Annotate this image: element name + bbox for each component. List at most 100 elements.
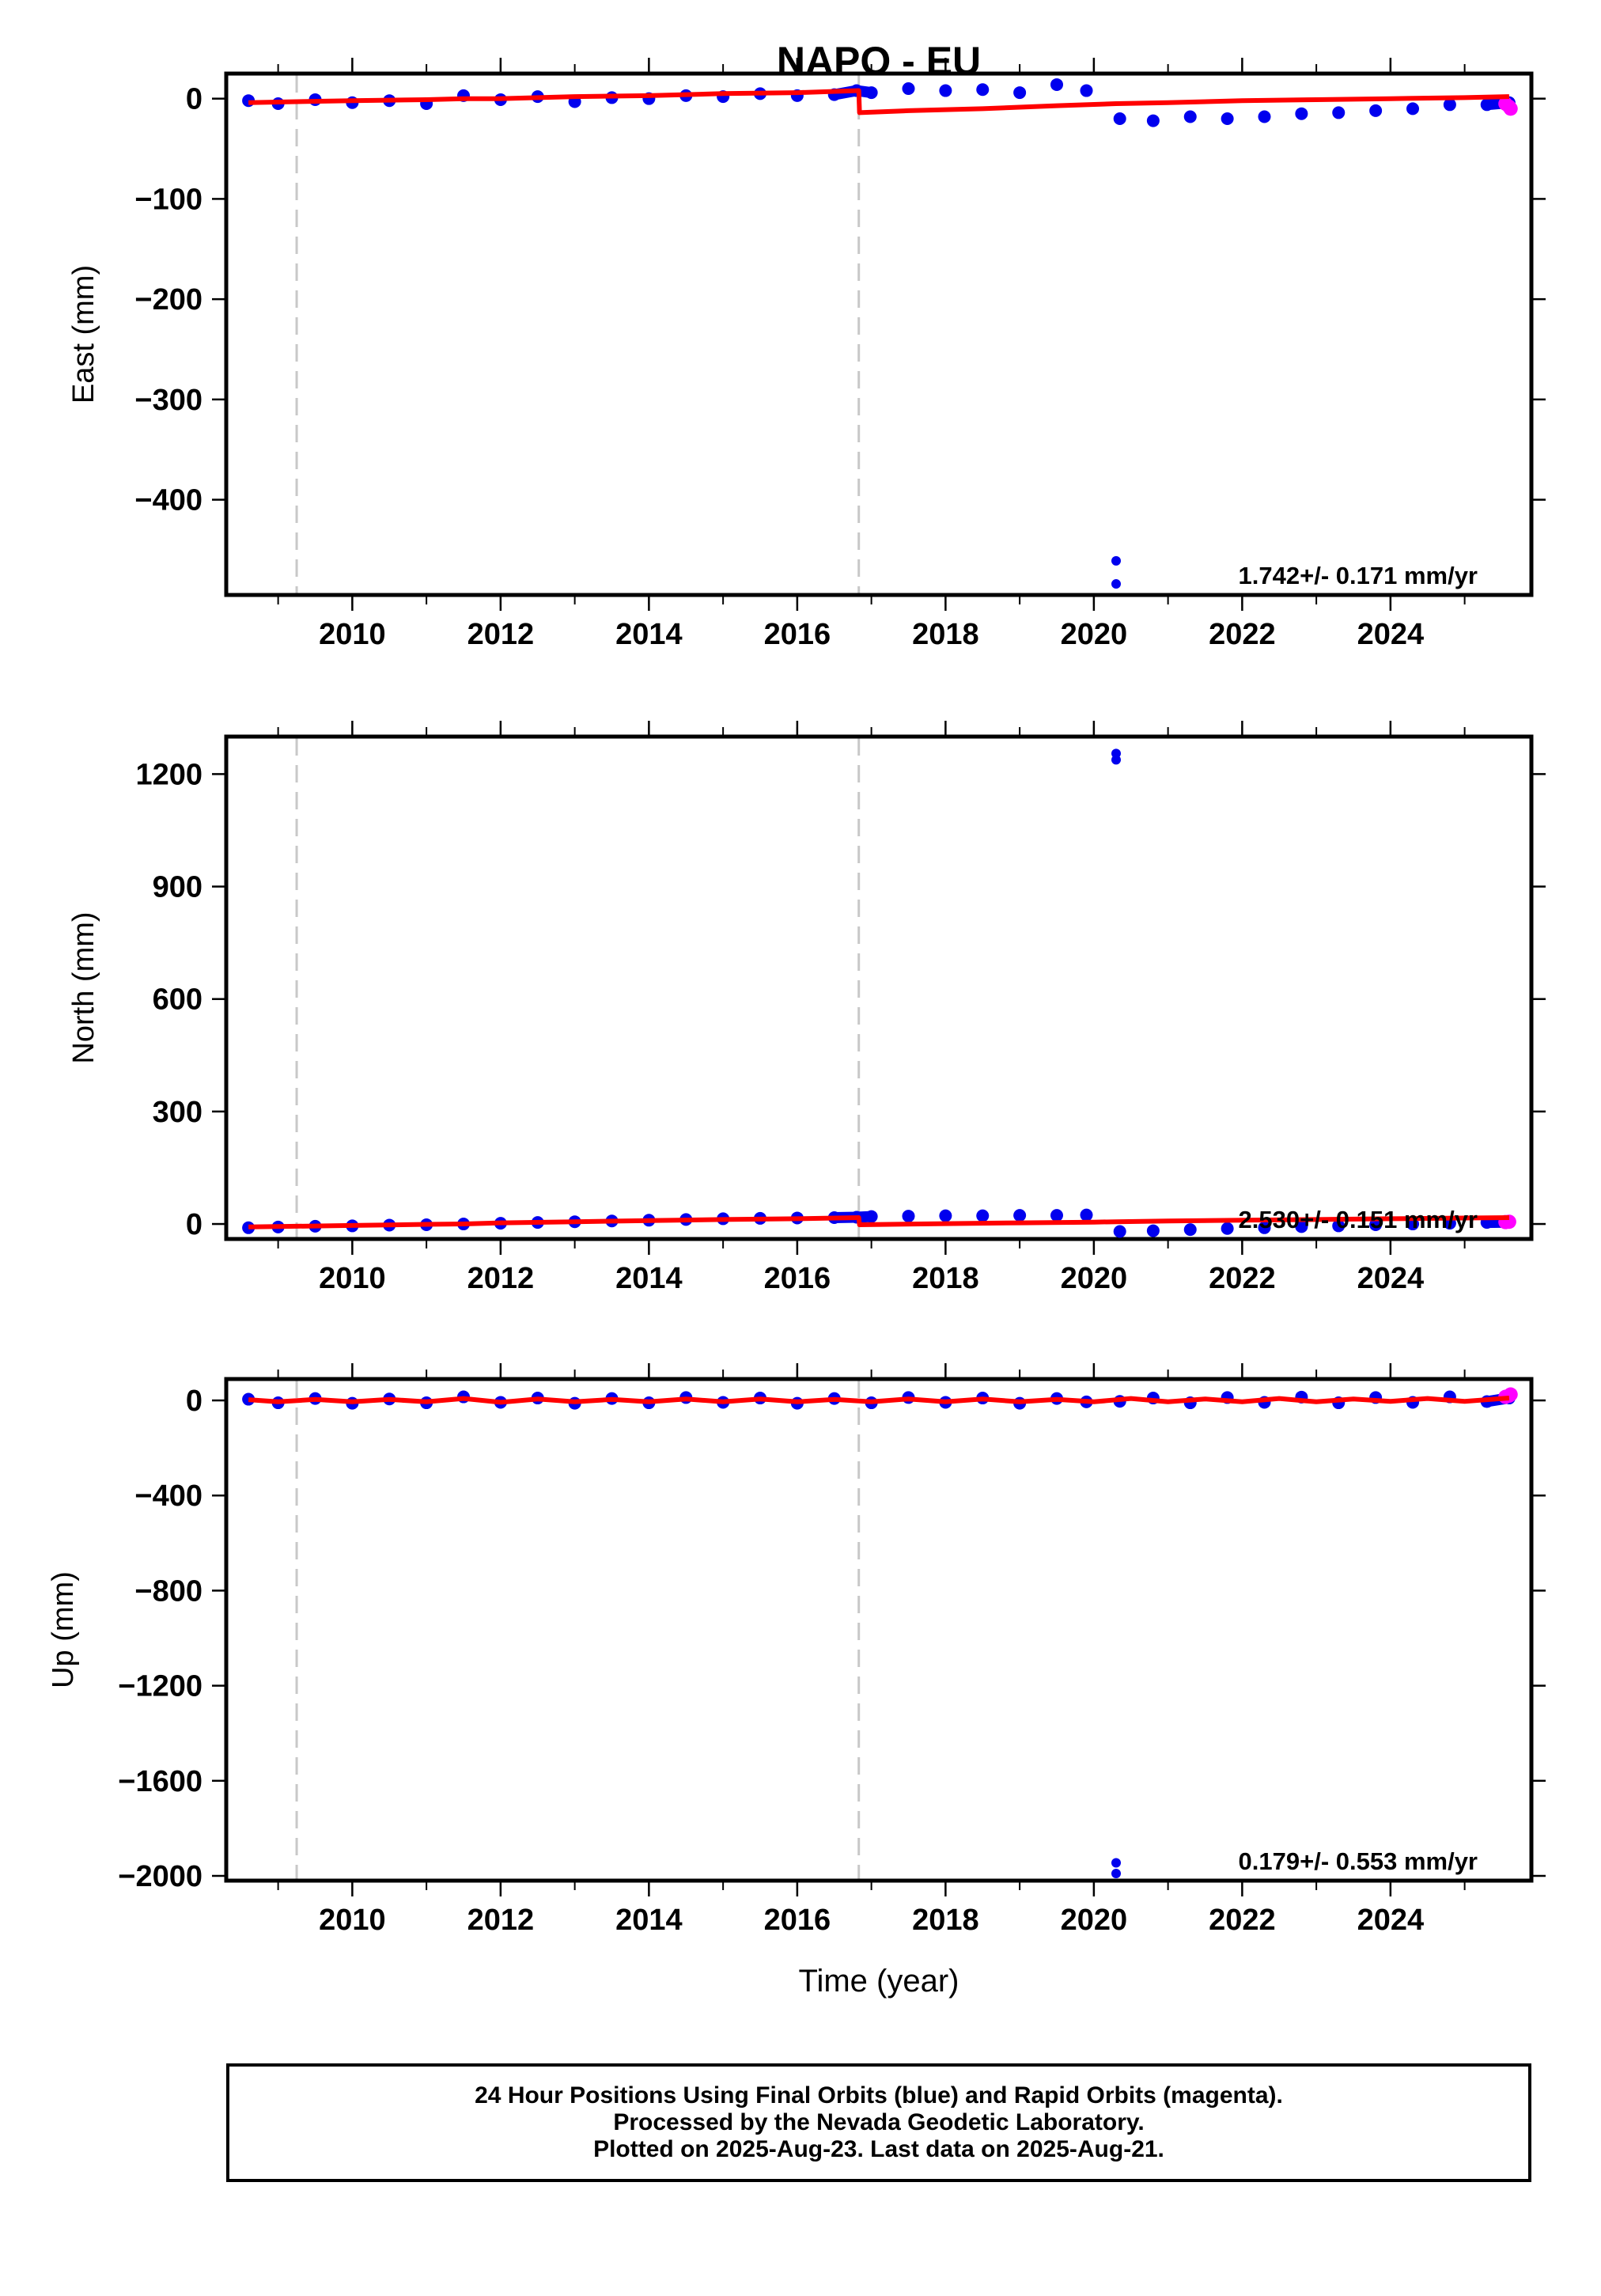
y-tick-label: −100 xyxy=(134,183,202,216)
data-point xyxy=(1146,114,1160,127)
y-tick-label: 600 xyxy=(153,983,202,1017)
x-tick-label: 2022 xyxy=(1209,618,1276,651)
footer-box: 24 Hour Positions Using Final Orbits (bl… xyxy=(226,2063,1531,2182)
footer-line-2: Processed by the Nevada Geodetic Laborat… xyxy=(613,2109,1145,2135)
y-tick-label: −300 xyxy=(134,384,202,417)
data-point xyxy=(1369,104,1383,117)
data-point xyxy=(939,1209,952,1222)
x-tick-label: 2022 xyxy=(1209,1904,1276,1937)
data-point xyxy=(1050,78,1063,91)
series-final-orbits-outliers xyxy=(1111,555,1121,589)
outlier-point xyxy=(1111,1858,1121,1868)
rapid-point xyxy=(1503,101,1518,116)
x-tick-label: 2018 xyxy=(912,1262,979,1295)
y-tick-label: 0 xyxy=(186,1208,202,1241)
data-point xyxy=(1113,1225,1126,1238)
data-point xyxy=(902,1210,915,1223)
y-tick-label: −200 xyxy=(134,283,202,316)
y-tick-label: 900 xyxy=(153,871,202,904)
x-tick-label: 2014 xyxy=(615,1262,683,1295)
outlier-point xyxy=(1111,555,1121,566)
x-tick-label: 2024 xyxy=(1357,1262,1425,1295)
data-point xyxy=(1146,1224,1160,1237)
outlier-point xyxy=(1111,755,1121,765)
data-point xyxy=(902,82,915,96)
x-tick-label: 2016 xyxy=(764,1904,831,1937)
series-rapid-orbits xyxy=(1498,1387,1518,1404)
x-tick-label: 2020 xyxy=(1061,1262,1128,1295)
rate-annotation: 1.742+/- 0.171 mm/yr xyxy=(1239,562,1478,589)
panel-east: 2010 2012 2014 2016 2018 2020 2022 2024 0 −100 −20… xyxy=(67,58,1546,651)
x-tick-label: 2024 xyxy=(1357,1904,1425,1937)
y-tick-label: −2000 xyxy=(118,1860,202,1893)
panel-up: 2010 2012 2014 2016 2018 2020 2022 2024 0 −400 −80… xyxy=(47,1363,1546,1999)
x-tick-label: 2012 xyxy=(467,1904,535,1937)
data-point xyxy=(1080,84,1093,97)
x-tick-label: 2012 xyxy=(467,618,535,651)
rate-annotation: 2.530+/- 0.151 mm/yr xyxy=(1239,1206,1478,1233)
plot-frame xyxy=(224,71,1534,597)
model-line xyxy=(248,88,1509,116)
y-axis-label: East (mm) xyxy=(67,265,100,404)
y-tick-label: −1600 xyxy=(118,1765,202,1798)
y-tick-label: −1200 xyxy=(118,1670,202,1703)
footer-line-3: Plotted on 2025-Aug-23. Last data on 202… xyxy=(593,2136,1164,2162)
data-point xyxy=(1406,102,1419,116)
data-point xyxy=(1258,1221,1271,1234)
x-tick-label: 2016 xyxy=(764,1262,831,1295)
model-line xyxy=(248,1215,1509,1229)
series-model xyxy=(248,1215,1509,1229)
data-point xyxy=(1013,1209,1027,1222)
data-point xyxy=(1080,1208,1093,1222)
outlier-point xyxy=(1111,1868,1121,1878)
rate-annotation: 0.179+/- 0.553 mm/yr xyxy=(1239,1847,1478,1875)
data-point xyxy=(1295,1220,1308,1233)
panel-north: 2010 2012 2014 2016 2018 2020 2022 2024 0 300 600 9… xyxy=(67,721,1546,1295)
y-tick-label: −400 xyxy=(134,484,202,517)
plot-frame xyxy=(224,1377,1534,1883)
x-tick-label: 2022 xyxy=(1209,1262,1276,1295)
data-point xyxy=(1183,1223,1197,1237)
y-tick-label: −800 xyxy=(134,1574,202,1608)
series-rapid-orbits xyxy=(1498,97,1518,116)
data-point xyxy=(1443,98,1456,112)
series-final-orbits xyxy=(242,78,1516,127)
data-point xyxy=(976,1209,990,1222)
series-final-orbits-outliers xyxy=(1111,1858,1121,1878)
data-point xyxy=(865,86,878,100)
data-point xyxy=(1221,1222,1234,1235)
data-point xyxy=(1369,1218,1383,1231)
series-model xyxy=(248,1396,1510,1405)
series-final-orbits-outliers xyxy=(1111,748,1121,765)
y-tick-label: 0 xyxy=(186,1385,202,1418)
series-model xyxy=(248,88,1509,116)
x-tick-label: 2016 xyxy=(764,618,831,651)
data-point xyxy=(1295,107,1308,120)
data-point xyxy=(1113,112,1126,126)
data-point xyxy=(1480,98,1493,112)
y-tick-label: −400 xyxy=(134,1480,202,1513)
model-line xyxy=(248,1396,1510,1405)
x-tick-label: 2012 xyxy=(467,1262,535,1295)
chart-title: NAPO - EU xyxy=(777,39,981,83)
plot-frame xyxy=(224,734,1534,1241)
x-tick-label: 2010 xyxy=(319,1904,386,1937)
y-axis-label: North (mm) xyxy=(67,911,100,1063)
x-tick-label: 2010 xyxy=(319,618,386,651)
x-tick-label: 2024 xyxy=(1357,618,1425,651)
x-tick-label: 2010 xyxy=(319,1262,386,1295)
data-point xyxy=(1013,86,1027,100)
data-point xyxy=(1050,1209,1063,1222)
y-tick-label: 0 xyxy=(186,83,202,116)
x-tick-label: 2014 xyxy=(615,618,683,651)
data-point xyxy=(939,84,952,97)
y-axis-label: Up (mm) xyxy=(47,1571,80,1688)
x-tick-label: 2018 xyxy=(912,618,979,651)
data-point xyxy=(1332,1219,1346,1233)
outlier-point xyxy=(1111,579,1121,589)
x-tick-label: 2014 xyxy=(615,1904,683,1937)
data-point xyxy=(1332,106,1346,119)
y-tick-label: 1200 xyxy=(135,758,202,791)
x-tick-label: 2020 xyxy=(1061,1904,1128,1937)
